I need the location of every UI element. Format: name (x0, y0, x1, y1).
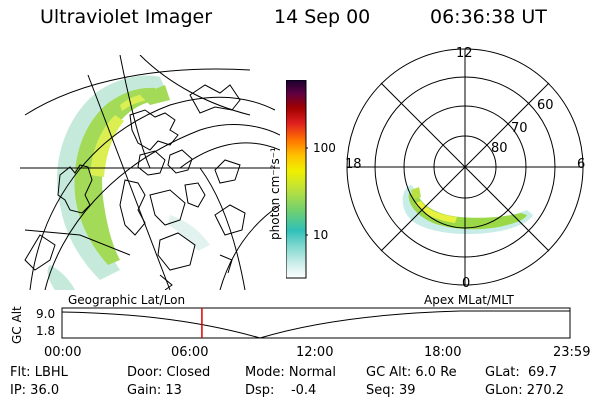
seq-info: Seq: 39 (366, 383, 416, 398)
mlt-label-left: 18 (345, 157, 362, 172)
aurora-oval-geo (47, 75, 210, 290)
polar-aurora-map (346, 48, 584, 286)
colorbar (286, 80, 308, 279)
glon-info: GLon: 270.2 (485, 383, 565, 398)
polar-grid (346, 48, 584, 286)
glat-info: GLat: 69.7 (485, 365, 557, 380)
time-tick-0000: 00:00 (44, 345, 82, 360)
lat-label-70: 70 (511, 121, 528, 136)
time-tick-1200: 12:00 (296, 345, 334, 360)
door-info: Door: Closed (127, 365, 211, 380)
gain-info: Gain: 13 (127, 383, 182, 398)
ip-info: IP: 36.0 (10, 383, 60, 398)
instrument-title: Ultraviolet Imager (40, 6, 213, 28)
date-label: 14 Sep 00 (274, 6, 371, 28)
polar-projection-label: Apex MLat/MLT (424, 293, 514, 307)
time-tick-1800: 18:00 (424, 345, 462, 360)
filter-info: Flt: LBHL (10, 365, 68, 380)
time-tick-2359: 23:59 (553, 345, 591, 360)
colorbar-unit-label: photon cm⁻²s⁻¹ (268, 147, 282, 240)
mlt-label-bottom: 0 (462, 276, 471, 291)
geographic-aurora-map (20, 55, 280, 290)
time-label: 06:36:38 UT (430, 6, 547, 28)
altitude-tick-min: 1.8 (36, 324, 56, 338)
time-tick-0600: 06:00 (171, 345, 209, 360)
colorbar-tick-100: 100 (313, 141, 336, 155)
gc-alt-info: GC Alt: 6.0 Re (366, 365, 457, 380)
mode-info: Mode: Normal (245, 365, 336, 380)
colorbar-tick-10: 10 (313, 228, 329, 242)
geo-grid-lines (20, 55, 280, 290)
lat-label-60: 60 (537, 98, 554, 113)
coastlines (24, 84, 246, 290)
lat-label-80: 80 (491, 141, 508, 156)
dsp-info: Dsp: -0.4 (245, 383, 317, 398)
altitude-tick-max: 9.0 (36, 307, 56, 321)
altitude-y-label: GC Alt (10, 306, 24, 344)
mlt-label-right: 6 (577, 157, 586, 172)
altitude-curve (61, 310, 570, 339)
altitude-plot (61, 307, 571, 339)
geo-projection-label: Geographic Lat/Lon (68, 293, 186, 307)
mlt-label-top: 12 (456, 46, 473, 61)
